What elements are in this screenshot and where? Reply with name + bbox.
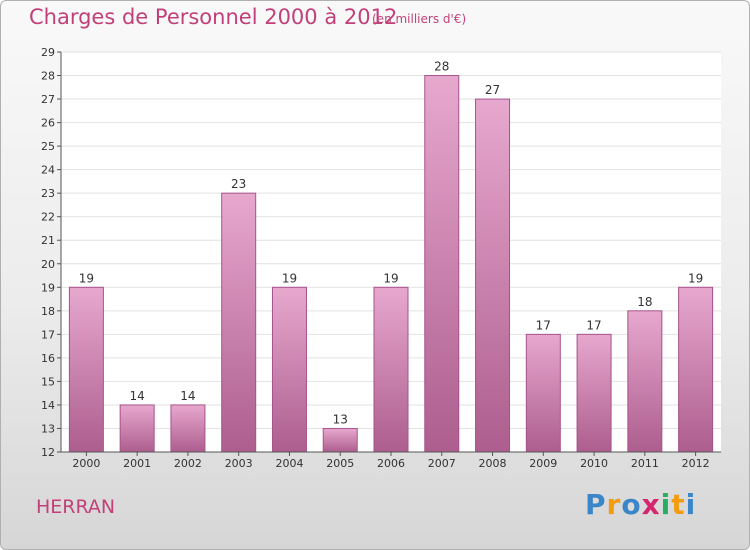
bar-2005 bbox=[322, 427, 358, 453]
proxiti-logo: Proxiti bbox=[585, 488, 696, 521]
logo-letter: i bbox=[660, 488, 672, 521]
bar-2011 bbox=[627, 310, 663, 453]
bar-2007 bbox=[424, 75, 460, 453]
logo-letter: o bbox=[621, 488, 642, 521]
y-tick-label: 16 bbox=[41, 352, 55, 365]
x-tick-label: 2007 bbox=[428, 457, 456, 470]
logo-letter: P bbox=[585, 488, 607, 521]
logo-letter: x bbox=[641, 488, 661, 521]
y-tick-label: 14 bbox=[41, 399, 55, 412]
y-tick-label: 26 bbox=[41, 117, 55, 130]
x-tick-label: 2005 bbox=[326, 457, 354, 470]
logo-letter: r bbox=[606, 488, 622, 521]
bar-2010 bbox=[576, 333, 612, 453]
bar-2009 bbox=[525, 333, 561, 453]
bar-2001 bbox=[119, 404, 155, 453]
data-label: 18 bbox=[637, 295, 652, 309]
y-tick-label: 24 bbox=[41, 164, 55, 177]
y-tick-label: 20 bbox=[41, 258, 55, 271]
logo-letter: t bbox=[671, 488, 686, 521]
data-label: 23 bbox=[231, 177, 246, 191]
y-tick-label: 25 bbox=[41, 140, 55, 153]
x-tick-label: 2003 bbox=[225, 457, 253, 470]
logo-letter: i bbox=[685, 488, 697, 521]
x-tick-label: 2008 bbox=[479, 457, 507, 470]
y-tick-label: 13 bbox=[41, 422, 55, 435]
data-label: 19 bbox=[282, 271, 297, 285]
y-tick-label: 19 bbox=[41, 281, 55, 294]
chart-subtitle: (en milliers d'€) bbox=[372, 12, 467, 26]
data-label: 19 bbox=[79, 271, 94, 285]
bar-2004 bbox=[271, 286, 307, 453]
data-label: 17 bbox=[536, 318, 551, 332]
data-label: 17 bbox=[586, 318, 601, 332]
data-label: 13 bbox=[333, 412, 348, 426]
bars bbox=[68, 75, 714, 453]
y-tick-label: 28 bbox=[41, 70, 55, 83]
y-tick-label: 17 bbox=[41, 328, 55, 341]
x-tick-label: 2006 bbox=[377, 457, 405, 470]
y-axis-ticks: 12 13 14 15 16 17 18 19 20 21 22 23 24 25 26 27 28 29 bbox=[41, 46, 61, 459]
data-labels: 19 14 14 23 19 13 19 28 27 17 17 18 19 bbox=[79, 60, 704, 427]
y-tick-label: 18 bbox=[41, 305, 55, 318]
x-tick-label: 2001 bbox=[123, 457, 151, 470]
bar-2008 bbox=[475, 98, 511, 453]
bar-2006 bbox=[373, 286, 409, 453]
data-label: 28 bbox=[434, 60, 449, 74]
y-tick-label: 22 bbox=[41, 211, 55, 224]
bar-2002 bbox=[170, 404, 206, 453]
data-label: 14 bbox=[130, 389, 145, 403]
x-tick-label: 2010 bbox=[580, 457, 608, 470]
y-tick-label: 12 bbox=[41, 446, 55, 459]
y-tick-label: 15 bbox=[41, 375, 55, 388]
y-tick-label: 21 bbox=[41, 234, 55, 247]
x-axis-ticks: 2000 2001 2002 2003 2004 2005 2006 2007 2008 2009… bbox=[72, 452, 710, 470]
x-tick-label: 2004 bbox=[275, 457, 303, 470]
y-tick-label: 29 bbox=[41, 46, 55, 59]
x-tick-label: 2011 bbox=[631, 457, 659, 470]
data-label: 14 bbox=[180, 389, 195, 403]
x-tick-label: 2000 bbox=[72, 457, 100, 470]
bar-2003 bbox=[221, 192, 257, 453]
x-tick-label: 2002 bbox=[174, 457, 202, 470]
y-tick-label: 27 bbox=[41, 93, 55, 106]
data-label: 19 bbox=[383, 271, 398, 285]
data-label: 27 bbox=[485, 83, 500, 97]
y-tick-label: 23 bbox=[41, 187, 55, 200]
commune-name: HERRAN bbox=[36, 496, 116, 518]
bar-2000 bbox=[68, 286, 104, 453]
chart-title: Charges de Personnel 2000 à 2012 bbox=[29, 5, 398, 29]
x-tick-label: 2012 bbox=[682, 457, 710, 470]
x-tick-label: 2009 bbox=[529, 457, 557, 470]
bar-2012 bbox=[678, 286, 714, 453]
data-label: 19 bbox=[688, 271, 703, 285]
